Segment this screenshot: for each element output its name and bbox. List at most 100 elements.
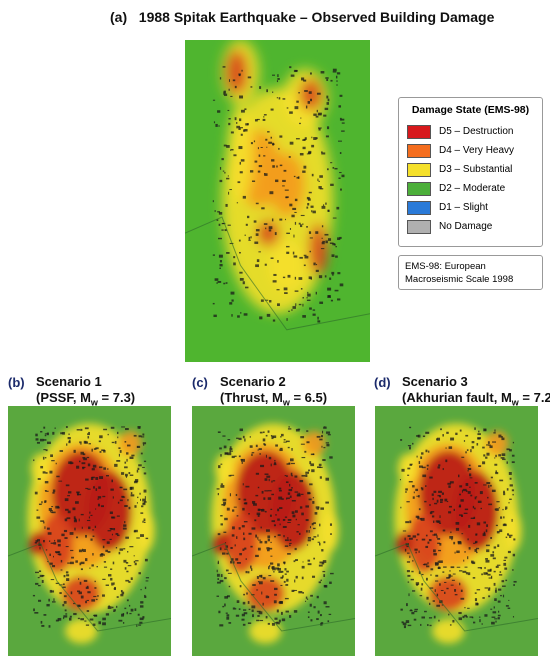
building <box>493 432 496 434</box>
building <box>229 448 233 451</box>
building <box>265 138 268 141</box>
building <box>227 175 229 177</box>
building <box>224 548 228 550</box>
building <box>242 623 246 626</box>
building <box>450 437 455 441</box>
building <box>272 565 275 569</box>
building <box>224 596 229 599</box>
building <box>402 530 407 532</box>
damage-zone <box>30 453 51 484</box>
building <box>220 485 225 488</box>
building <box>449 624 452 626</box>
building <box>485 544 490 547</box>
building <box>271 622 275 626</box>
building <box>279 164 283 167</box>
building <box>142 466 145 468</box>
building <box>484 587 489 589</box>
building <box>264 540 268 544</box>
building <box>87 433 90 436</box>
building <box>66 517 71 520</box>
building <box>255 472 260 475</box>
building <box>243 609 247 611</box>
building <box>299 256 303 259</box>
building <box>35 540 38 543</box>
building <box>280 611 283 615</box>
building <box>332 217 337 219</box>
building <box>258 154 261 157</box>
building <box>492 611 497 614</box>
building <box>247 601 250 604</box>
building <box>305 505 309 508</box>
building <box>63 574 66 578</box>
building <box>512 553 516 557</box>
building <box>53 598 55 601</box>
building <box>245 286 249 289</box>
building <box>401 621 404 624</box>
building <box>472 505 475 509</box>
building <box>270 508 273 511</box>
building <box>436 593 439 597</box>
building <box>501 437 505 441</box>
building <box>321 445 323 448</box>
building <box>302 146 306 150</box>
building <box>495 524 498 527</box>
building <box>229 493 232 497</box>
building <box>125 536 129 539</box>
building <box>465 434 469 437</box>
building <box>143 472 147 475</box>
building <box>136 624 138 627</box>
building <box>303 165 307 169</box>
building <box>43 614 47 616</box>
building <box>224 452 229 455</box>
building <box>234 85 237 89</box>
building <box>123 488 128 491</box>
building <box>89 511 91 514</box>
building <box>98 621 101 625</box>
building <box>123 559 127 563</box>
building <box>323 446 326 449</box>
building <box>493 570 496 573</box>
building <box>261 207 265 210</box>
building <box>60 432 64 435</box>
building <box>141 505 144 508</box>
building <box>441 492 444 495</box>
building <box>243 502 248 505</box>
building <box>469 486 471 488</box>
building <box>232 526 235 530</box>
building <box>416 533 420 536</box>
building <box>307 536 312 539</box>
building <box>465 451 467 454</box>
building <box>281 498 284 500</box>
building <box>442 468 444 471</box>
building <box>506 488 509 491</box>
building <box>250 142 253 145</box>
building <box>121 472 125 475</box>
building <box>301 77 305 81</box>
building <box>442 529 446 532</box>
building <box>295 575 298 579</box>
building <box>293 255 298 258</box>
building <box>43 426 46 429</box>
building <box>493 606 495 609</box>
building <box>503 516 505 519</box>
building <box>243 498 247 501</box>
building <box>500 436 503 438</box>
building <box>408 480 413 483</box>
building <box>321 562 325 565</box>
damage-zone <box>407 513 441 574</box>
building <box>247 215 250 219</box>
building <box>482 597 485 599</box>
building <box>432 497 434 501</box>
building <box>311 522 314 526</box>
building <box>401 468 405 472</box>
damage-zone <box>270 471 316 551</box>
building <box>251 453 253 457</box>
building <box>409 555 411 559</box>
building <box>298 492 300 496</box>
building <box>238 239 241 242</box>
building <box>242 548 245 551</box>
scenario-subtitle: (Thrust, Mw = 6.5) <box>220 390 327 411</box>
building <box>422 435 426 438</box>
building <box>406 603 408 607</box>
building <box>473 542 476 544</box>
